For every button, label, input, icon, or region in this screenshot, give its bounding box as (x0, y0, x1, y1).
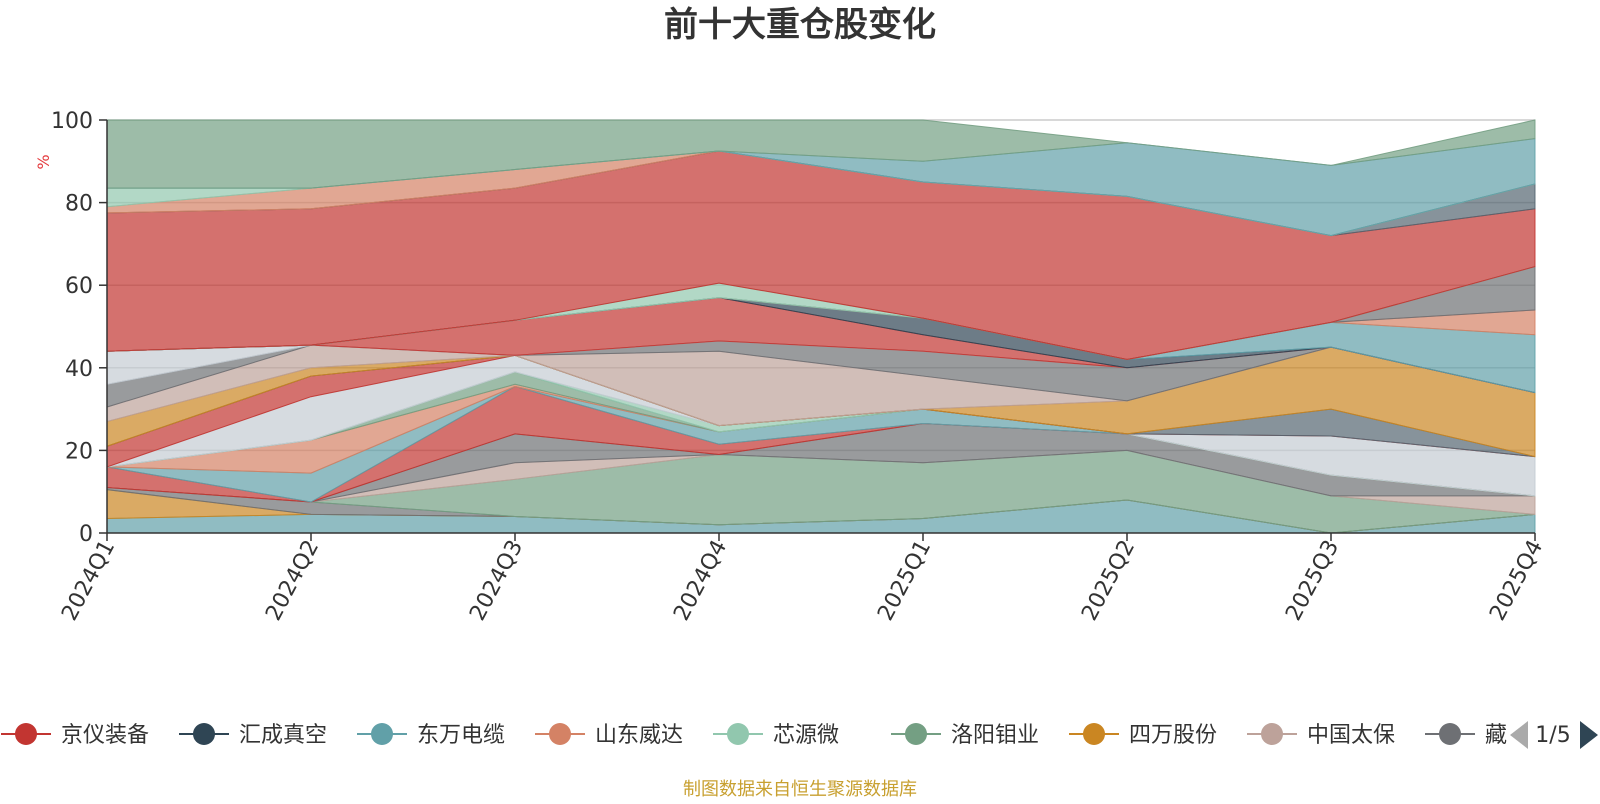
legend-item[interactable]: 芯源微 (713, 723, 839, 748)
y-tick-label: 60 (65, 274, 93, 299)
y-tick-label: 40 (65, 357, 93, 382)
legend-page-indicator: 1/5 (1535, 723, 1570, 748)
legend-label: 山东威达 (595, 723, 683, 748)
legend-label: 藏 (1485, 723, 1507, 748)
x-tick-label: 2024Q3 (465, 536, 528, 625)
legend-item[interactable]: 中国太保 (1247, 723, 1395, 748)
legend-item[interactable]: 汇成真空 (179, 723, 327, 748)
area-layer (106, 119, 1536, 189)
legend-marker-icon (1261, 723, 1283, 745)
legend-item[interactable]: 山东威达 (535, 723, 683, 748)
x-tick-label: 2025Q2 (1077, 536, 1140, 625)
source-note: 制图数据来自恒生聚源数据库 (683, 779, 917, 800)
legend-label: 京仪装备 (61, 723, 149, 748)
x-tick-label: 2025Q3 (1281, 536, 1344, 625)
legend-item[interactable]: 四万股份 (1069, 723, 1217, 748)
legend-prev-arrow-icon[interactable] (1510, 721, 1528, 749)
y-tick-label: 100 (51, 109, 93, 134)
legend-pager: 1/5 (1510, 721, 1598, 749)
legend-label: 东万电缆 (417, 723, 505, 748)
legend-item[interactable]: 藏 (1425, 723, 1507, 748)
y-tick-labels: 0 20 40 60 80 100 (51, 109, 93, 547)
y-axis-unit: % (34, 154, 53, 169)
legend-marker-icon (1439, 723, 1461, 745)
y-tick-label: 0 (79, 522, 93, 547)
x-tick-label: 2025Q1 (873, 536, 936, 625)
legend-label: 四万股份 (1129, 723, 1217, 748)
x-tick-label: 2025Q4 (1485, 536, 1548, 625)
legend-marker-icon (1083, 723, 1105, 745)
x-tick-label: 2024Q4 (669, 536, 732, 625)
x-tick-label: 2024Q1 (57, 536, 120, 625)
legend-marker-icon (727, 723, 749, 745)
legend-item[interactable]: 东万电缆 (357, 723, 505, 748)
legend-item[interactable]: 洛阳钼业 (891, 723, 1039, 748)
chart-title: 前十大重仓股变化 (664, 5, 936, 45)
legend: 京仪装备 汇成真空 东万电缆 山东威达 芯源微 洛阳钼业 四万股份 中国太保 藏 (1, 723, 1507, 748)
axes (99, 119, 1536, 541)
x-tick-labels: 2024Q1 2024Q2 2024Q3 2024Q4 2025Q1 2025Q2 2025… (57, 536, 1548, 625)
legend-label: 汇成真空 (239, 723, 327, 748)
y-tick-label: 80 (65, 192, 93, 217)
legend-marker-icon (549, 723, 571, 745)
area-layers (106, 119, 1536, 534)
legend-item[interactable]: 京仪装备 (1, 723, 149, 748)
legend-marker-icon (15, 723, 37, 745)
legend-marker-icon (905, 723, 927, 745)
x-tick-label: 2024Q2 (261, 536, 324, 625)
legend-label: 洛阳钼业 (951, 723, 1039, 748)
legend-label: 中国太保 (1307, 723, 1395, 748)
legend-marker-icon (193, 723, 215, 745)
legend-next-arrow-icon[interactable] (1580, 721, 1598, 749)
legend-marker-icon (371, 723, 393, 745)
y-tick-label: 20 (65, 439, 93, 464)
legend-label: 芯源微 (773, 723, 839, 748)
